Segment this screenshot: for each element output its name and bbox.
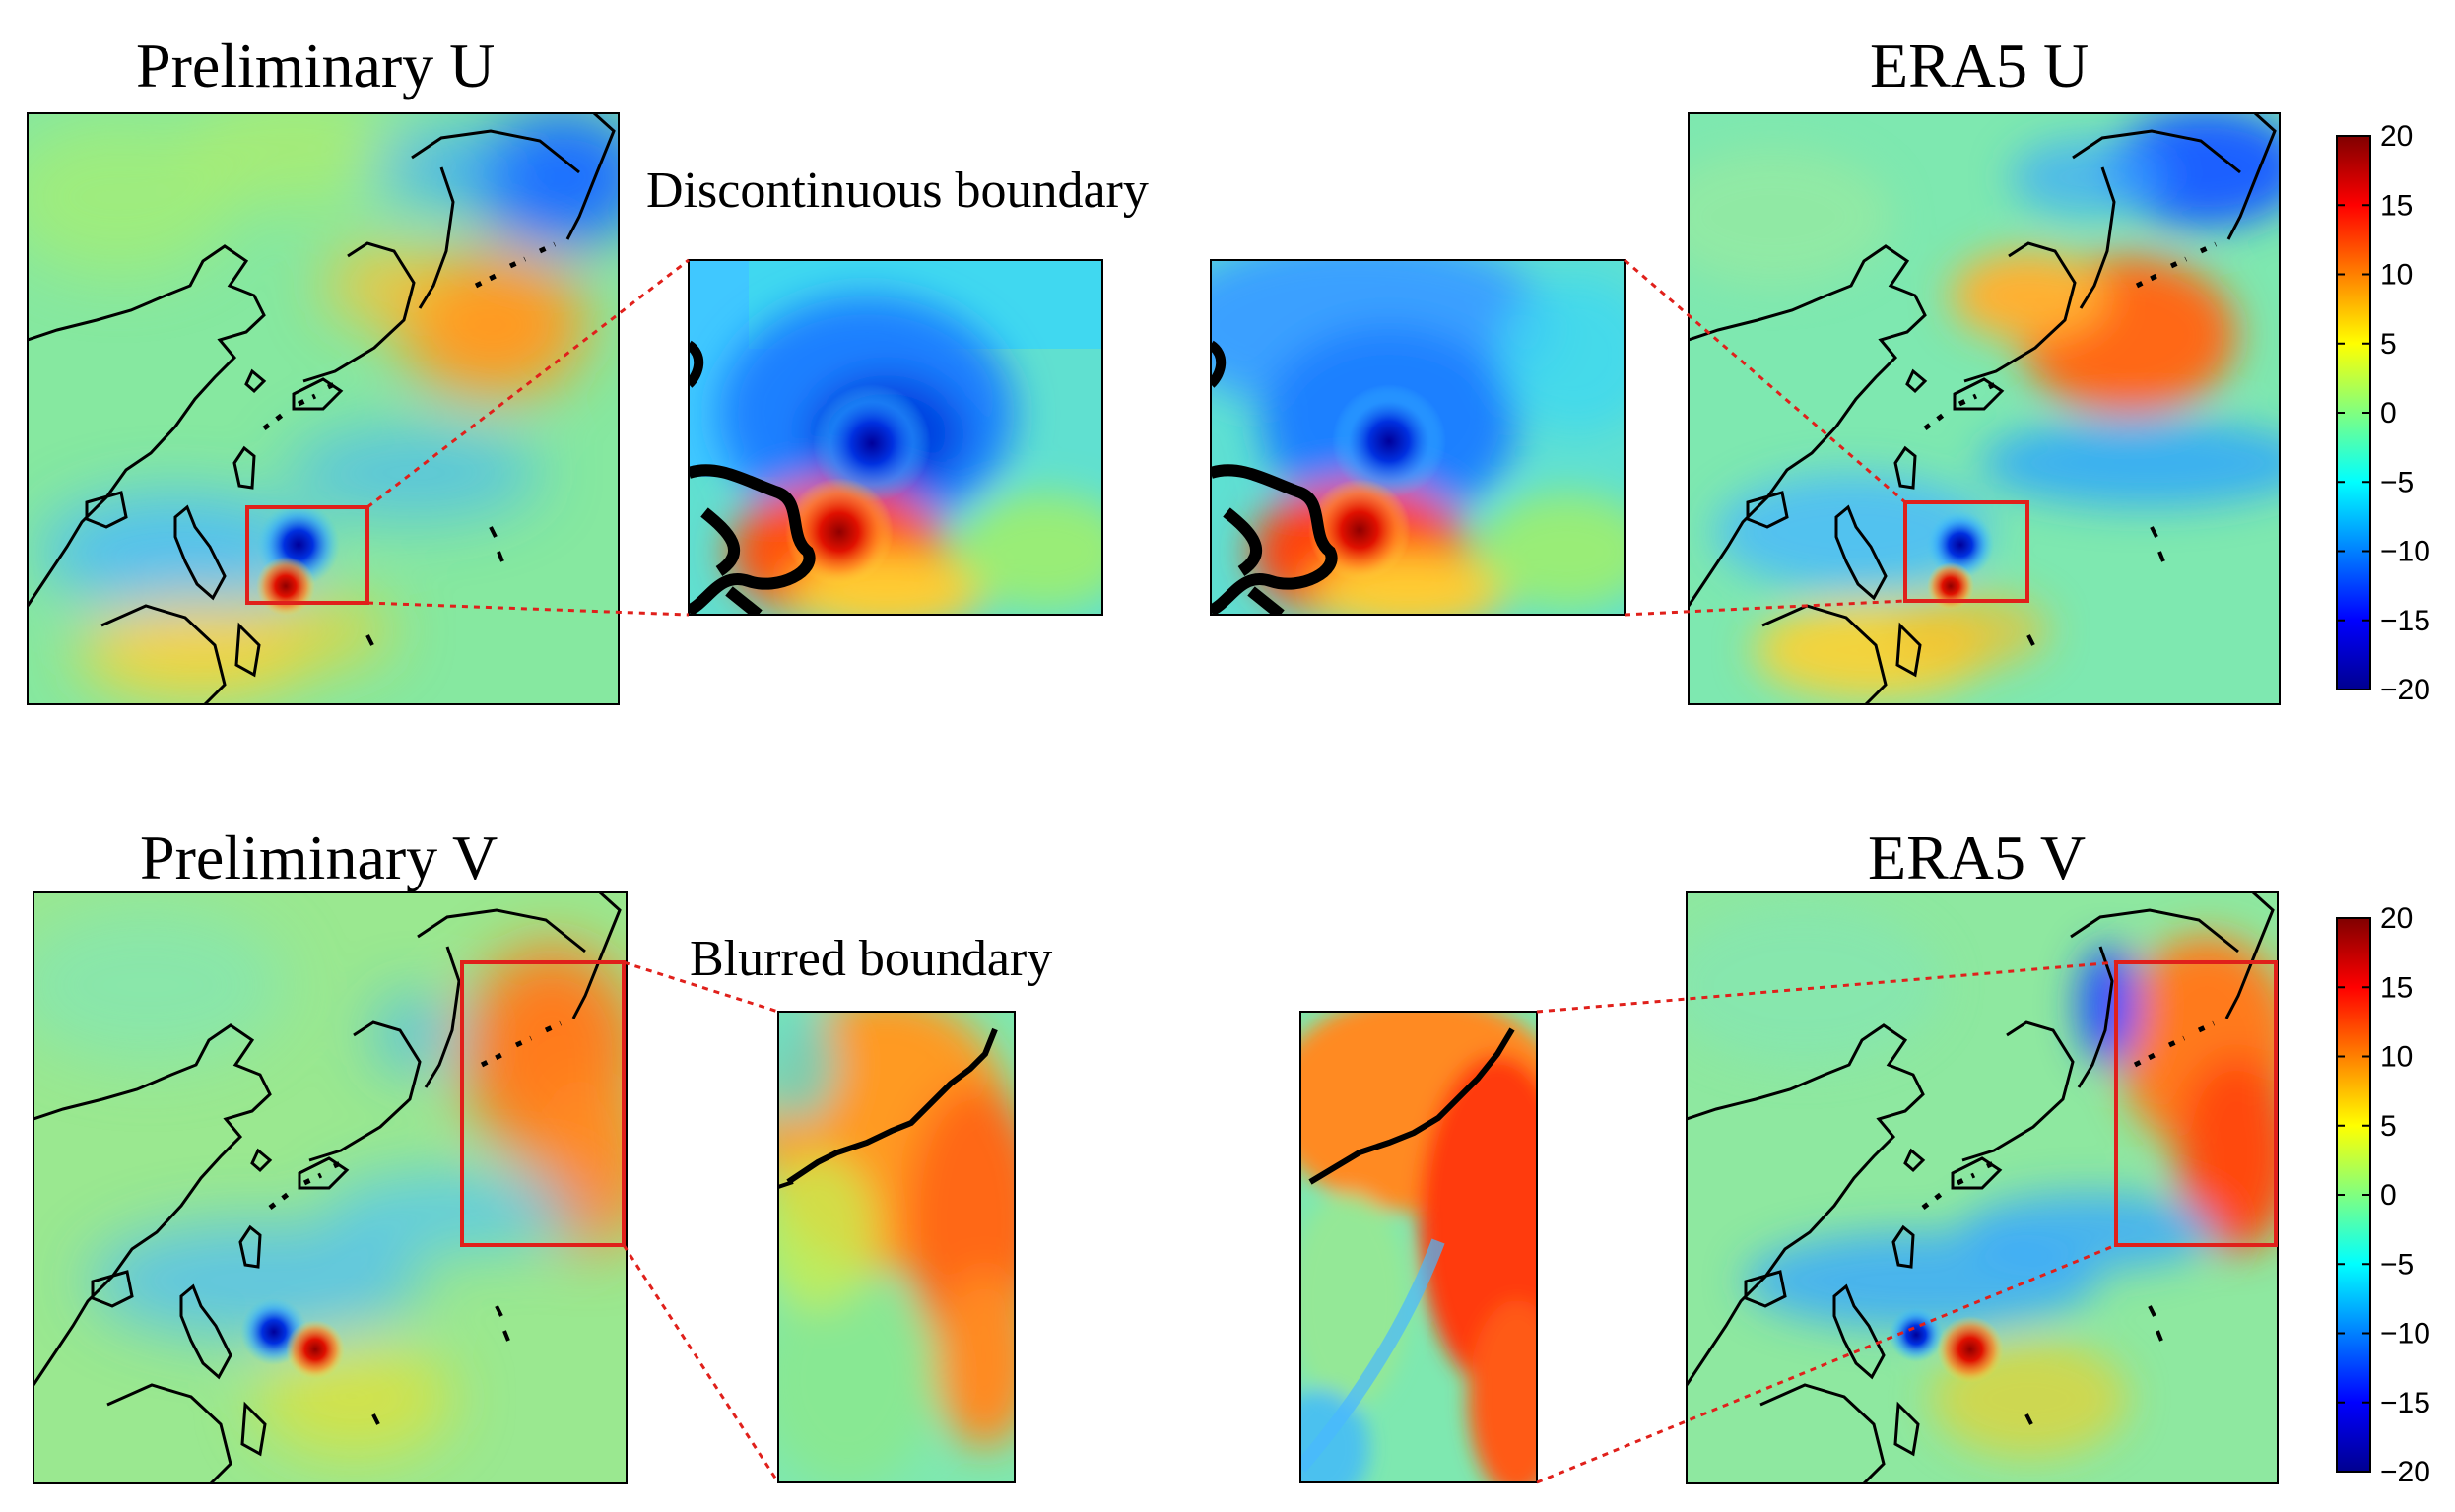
colorbar-top-tick-label: −10 (2380, 536, 2430, 568)
connector-line (1624, 258, 1906, 504)
colorbar-top-tick-label: −15 (2380, 605, 2430, 637)
title-era5-u: ERA5 U (1870, 31, 2089, 100)
colorbar-bottom: 20 15 10 5 0 −5 −10 −15 −20 (2336, 902, 2430, 1488)
colorbar-bottom-tick-label: −10 (2380, 1318, 2430, 1350)
connector-lines (366, 258, 2117, 1484)
colorbar-bottom-tick-label: −5 (2380, 1248, 2414, 1281)
colorbar-bottom-tick-label: 5 (2380, 1110, 2397, 1143)
colorbar-bottom-tick-label: 10 (2380, 1041, 2413, 1074)
title-preliminary-v: Preliminary V (140, 822, 498, 892)
highlight-box-preliminary-v (460, 960, 626, 1247)
map-frame-preliminary-u (27, 112, 620, 705)
annotation-discontinuous-boundary: Discontinuous boundary (646, 163, 1149, 219)
zoom-preliminary-v (778, 1012, 1015, 1482)
zoom-preliminary-u (689, 260, 1102, 615)
zoom-frame-preliminary-u (688, 259, 1103, 616)
zoom-frame-era5-u (1210, 259, 1626, 616)
zoom-frame-era5-v (1299, 1011, 1538, 1483)
connector-line (1536, 1243, 2117, 1484)
colorbar-bottom-tick-label: −15 (2380, 1387, 2430, 1419)
colorbar-top-tick-label: −20 (2380, 674, 2430, 706)
map-frame-era5-u (1688, 112, 2281, 705)
title-era5-v: ERA5 V (1868, 822, 2086, 892)
highlight-box-era5-u (1903, 500, 2029, 603)
colorbar-top-tick-label: 20 (2380, 120, 2413, 153)
colorbar-top-tick-label: 10 (2380, 259, 2413, 292)
connector-line (622, 1244, 780, 1483)
connector-line (1536, 960, 2117, 1014)
zoom-era5-v (1300, 1012, 1537, 1482)
map-preliminary-v (33, 892, 627, 1483)
colorbar-bottom-tick-label: −20 (2380, 1456, 2430, 1488)
colorbar-top-tick-label: 5 (2380, 328, 2397, 361)
colorbar-bottom-tick-label: 15 (2380, 971, 2413, 1004)
colorbar-top-ticks: 20 15 10 5 0 −5 −10 −15 −20 (2337, 120, 2430, 706)
colorbar-top-tick-label: −5 (2380, 466, 2414, 498)
map-frame-preliminary-v (33, 891, 628, 1484)
map-era5-v (1687, 892, 2278, 1483)
colorbar-bottom-tick-label: 0 (2380, 1179, 2397, 1212)
colorbar-top: 20 15 10 5 0 −5 −10 −15 −20 (2336, 120, 2430, 706)
connector-line (366, 258, 690, 509)
highlight-box-era5-v (2114, 960, 2278, 1247)
zoom-era5-u (1211, 260, 1625, 615)
highlight-box-preliminary-u (245, 505, 369, 605)
colorbar-top-tick-label: 15 (2380, 189, 2413, 222)
colorbar-bottom-tick-label: 20 (2380, 902, 2413, 935)
colorbar-top-tick-label: 0 (2380, 397, 2397, 429)
colorbar-bottom-ticks: 20 15 10 5 0 −5 −10 −15 −20 (2337, 902, 2430, 1488)
map-era5-u (1689, 113, 2280, 704)
map-preliminary-u (28, 113, 619, 704)
annotation-blurred-boundary: Blurred boundary (690, 931, 1052, 987)
zoom-frame-preliminary-v (777, 1011, 1016, 1483)
title-preliminary-u: Preliminary U (136, 31, 495, 100)
connector-line (623, 960, 779, 1014)
